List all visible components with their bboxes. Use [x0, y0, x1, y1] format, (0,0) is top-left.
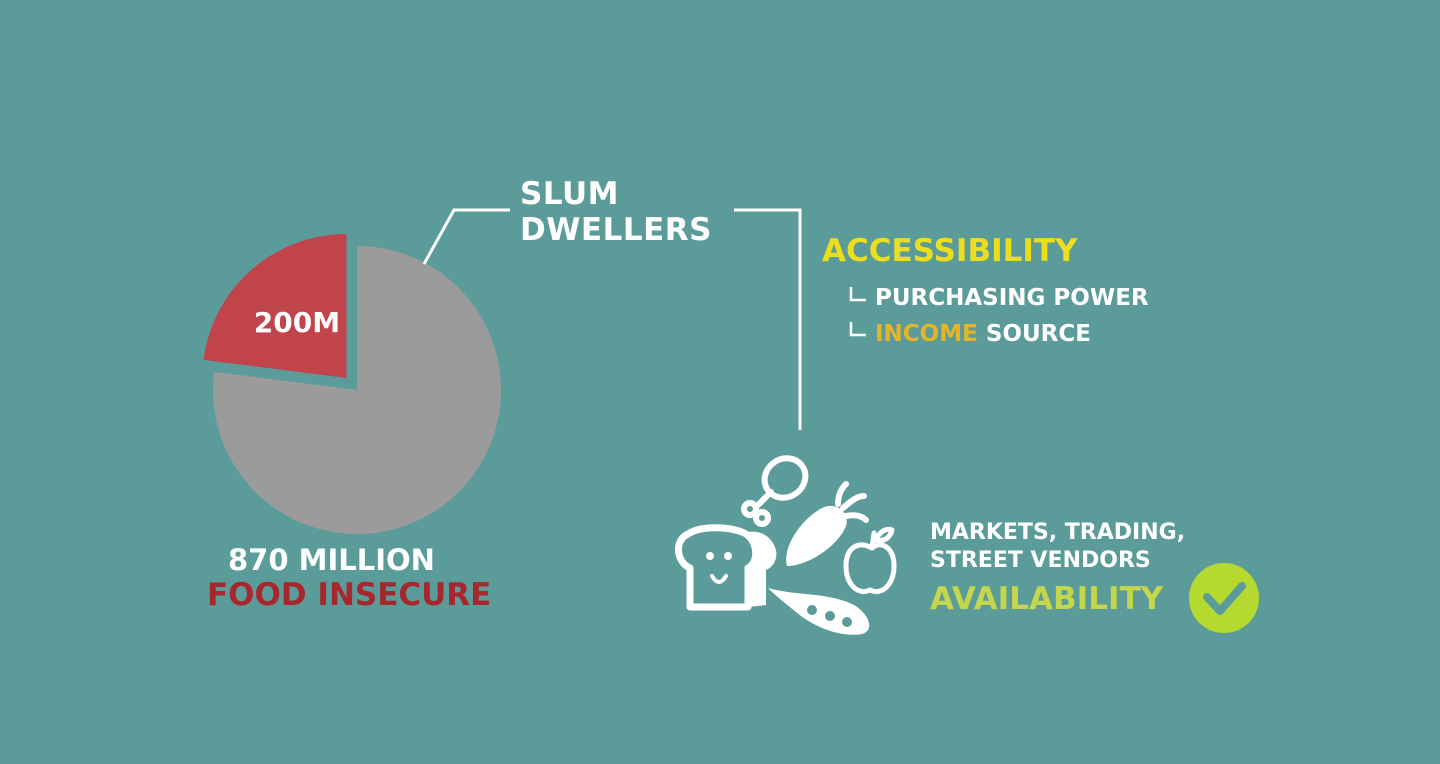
checkmark-icon — [1189, 563, 1259, 633]
slum-dwellers-line-1: SLUM — [520, 176, 619, 212]
pie-slice-remaining — [212, 246, 501, 534]
accessibility-title: ACCESSIBILITY — [822, 233, 1078, 269]
pie-slice-slum-dwellers — [203, 233, 347, 378]
accessibility-item-purchasing-power: PURCHASING POWER — [875, 287, 1149, 310]
availability-title: AVAILABILITY — [930, 581, 1164, 617]
pie-caption-label: FOOD INSECURE — [207, 577, 492, 613]
label-connector-line — [734, 208, 802, 430]
chicken-leg-icon — [741, 455, 809, 527]
markets-label: MARKETS, TRADING, STREET VENDORS — [930, 519, 1185, 575]
accessibility-item-income-source: INCOME SOURCE — [875, 323, 1091, 346]
carrot-icon — [786, 481, 869, 566]
accessibility-item-text: PURCHASING POWER — [875, 285, 1149, 311]
accessibility-item-text: SOURCE — [977, 321, 1091, 347]
apple-icon — [843, 526, 897, 594]
markets-line-2: STREET VENDORS — [930, 548, 1151, 573]
markets-line-1: MARKETS, TRADING, — [930, 520, 1186, 545]
tree-marker-2 — [849, 322, 866, 337]
slice-callout-line — [422, 208, 510, 265]
pie-total-label: 870 MILLION — [228, 543, 435, 577]
pie-chart: 200M — [203, 233, 501, 534]
pea-pod-icon — [768, 588, 870, 635]
slum-dwellers-label: SLUM DWELLERS — [520, 176, 712, 248]
slum-dwellers-line-2: DWELLERS — [520, 212, 712, 248]
pie-slice-value-label: 200M — [254, 306, 340, 339]
accessibility-item-highlight: INCOME — [875, 321, 978, 347]
bread-icon — [675, 524, 777, 611]
tree-marker-1 — [849, 287, 866, 302]
